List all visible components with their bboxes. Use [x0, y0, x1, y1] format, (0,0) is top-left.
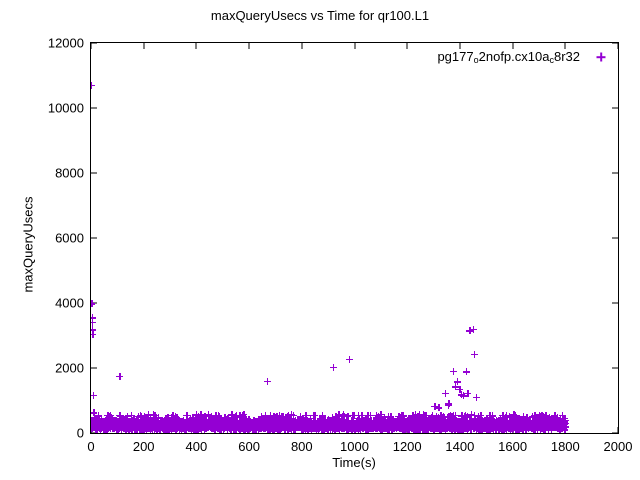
plot-area: pg177o2nofp.cx10ac8r32 0 2000 4000 6000 8000… [48, 36, 633, 455]
data-point [453, 378, 461, 386]
x-tick-label: 200 [132, 439, 155, 454]
x-tick-mark-top [301, 43, 303, 49]
x-tick-label: 400 [185, 439, 208, 454]
x-tick-mark-top [354, 43, 355, 49]
data-point [91, 319, 96, 326]
legend-label-pre: pg177 [437, 49, 474, 64]
data-point [91, 330, 97, 338]
y-tick-mark-right [612, 367, 618, 369]
data-point [91, 81, 96, 89]
x-tick-label: 800 [290, 439, 313, 454]
x-tick-label: 1400 [445, 439, 475, 454]
data-point [358, 411, 366, 419]
y-tick-mark [91, 432, 97, 434]
y-tick-mark-right [612, 172, 618, 174]
data-point [192, 411, 200, 419]
legend-label-sub2: c [549, 55, 554, 65]
data-point [264, 377, 272, 385]
data-point [91, 326, 97, 334]
x-tick-mark-top [564, 43, 566, 49]
y-tick-mark [91, 367, 97, 369]
legend-entry-label: pg177o2nofp.cx10ac8r32 [437, 49, 580, 65]
x-axis-label: Time(s) [332, 455, 376, 470]
data-point [451, 383, 459, 391]
data-point [91, 300, 96, 308]
data-point [91, 409, 98, 417]
x-tick-label: 1200 [392, 439, 422, 454]
x-tick-label: 1600 [498, 439, 528, 454]
data-point [445, 400, 453, 408]
legend-label-post: 8r32 [553, 49, 580, 64]
y-tick-mark-right [612, 432, 618, 434]
data-point [116, 372, 124, 380]
data-point [472, 394, 480, 402]
data-point [449, 367, 457, 375]
y-tick-mark [91, 107, 97, 109]
x-tick-label: 600 [238, 439, 260, 454]
x-tick-mark-top [143, 43, 145, 49]
data-point [462, 368, 470, 376]
data-point [435, 404, 443, 412]
data-point [171, 412, 179, 420]
x-tick-label: 1000 [340, 439, 369, 454]
y-tick-label: 12000 [47, 35, 84, 51]
y-tick-mark [91, 237, 97, 239]
data-point-layer [91, 43, 618, 433]
y-axis-label: maxQueryUsecs [20, 196, 36, 293]
y-tick-label: 4000 [55, 295, 84, 311]
x-tick-mark [617, 427, 619, 433]
x-tick-mark-top [459, 43, 461, 49]
y-tick-label: 8000 [55, 165, 84, 181]
data-point [459, 392, 467, 400]
y-tick-mark-right [612, 42, 618, 44]
data-point [456, 385, 464, 393]
legend-label-sub1: o [473, 55, 479, 65]
data-point [470, 350, 478, 358]
y-tick-label: 0 [76, 425, 84, 441]
data-point [91, 391, 97, 399]
data-point [91, 314, 96, 322]
y-tick-mark-right [612, 107, 618, 109]
legend: pg177o2nofp.cx10ac8r32 [437, 49, 612, 65]
x-tick-label: 2000 [603, 439, 633, 454]
data-point [266, 412, 274, 420]
y-tick-mark-right [612, 302, 618, 304]
x-tick-mark-top [512, 43, 514, 49]
data-point [457, 391, 465, 399]
x-tick-label: 0 [87, 439, 95, 454]
y-tick-mark [91, 172, 97, 174]
y-tick-label: 10000 [47, 100, 84, 116]
x-tick-mark-top [406, 43, 408, 49]
data-point [469, 325, 477, 333]
data-point [466, 327, 474, 335]
data-point [441, 389, 449, 397]
y-tick-label: 2000 [55, 360, 84, 376]
y-tick-mark-right [612, 237, 618, 239]
x-tick-mark-top [195, 43, 197, 49]
chart-title: maxQueryUsecs vs Time for qr100.L1 [210, 8, 430, 23]
data-point [431, 402, 439, 410]
y-tick-mark [91, 42, 97, 44]
data-point [464, 389, 472, 397]
legend-label-mid: 2nofp.cx10a [478, 49, 550, 64]
y-tick-label: 6000 [55, 230, 84, 246]
x-tick-mark-top [248, 43, 250, 49]
x-tick-mark-top [617, 43, 619, 49]
data-point [561, 422, 569, 430]
data-point [329, 363, 337, 371]
y-tick-mark [91, 302, 97, 304]
x-tick-mark-top [90, 43, 92, 49]
x-tick-label: 1800 [550, 439, 580, 454]
data-point [345, 355, 353, 363]
data-point [444, 401, 452, 409]
